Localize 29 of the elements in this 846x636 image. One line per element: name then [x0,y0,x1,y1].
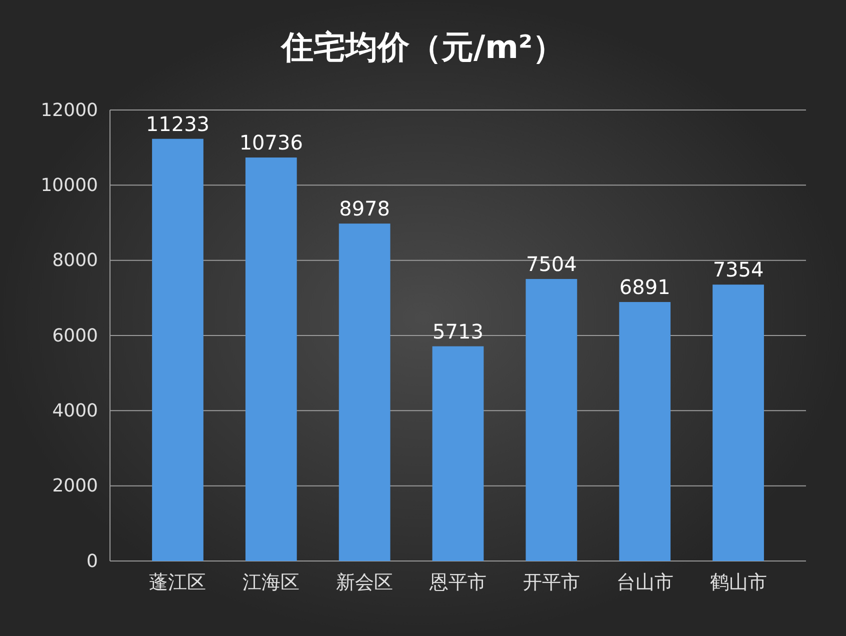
y-tick-label: 2000 [52,476,98,497]
bar [152,138,204,561]
data-label: 8978 [339,196,390,221]
bar [619,302,671,561]
bar [245,158,297,561]
data-label: 6891 [619,275,670,300]
data-label: 5713 [432,319,484,344]
data-label: 7504 [526,252,577,276]
y-tick-label: 4000 [52,400,98,422]
y-tick-label: 6000 [52,325,98,346]
x-tick-label: 蓬江区 [149,571,206,594]
y-tick-label: 0 [86,550,98,572]
x-tick-label: 台山市 [616,571,674,594]
data-label: 10736 [239,130,303,155]
y-tick-label: 10000 [40,174,98,196]
x-tick-label: 鹤山市 [710,571,767,594]
bar [526,278,578,561]
bar [432,346,484,561]
x-tick-label: 新会区 [336,571,394,594]
x-tick-label: 江海区 [242,571,300,594]
y-tick-label: 8000 [52,250,98,272]
x-tick-label: 恩平市 [428,571,486,594]
y-tick-label: 12000 [40,100,98,121]
data-label: 11233 [146,112,210,136]
x-tick-label: 开平市 [522,571,580,594]
bar [338,224,390,561]
chart-title: 住宅均价（元/m²） [279,28,565,66]
data-label: 7354 [712,258,764,282]
bar [712,284,764,561]
